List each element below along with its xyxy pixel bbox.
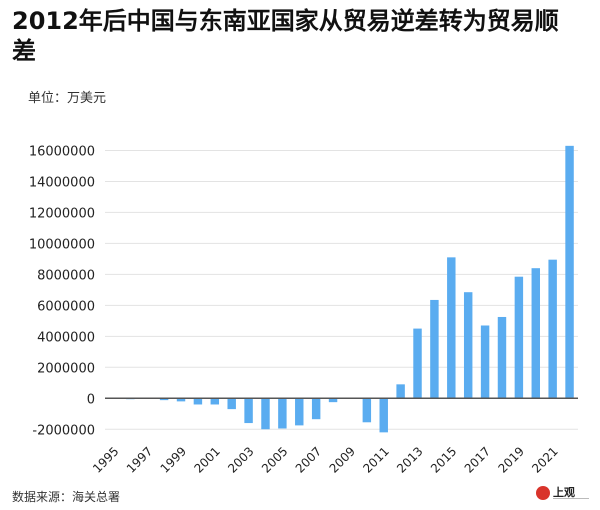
y-tick-label: 10000000 [29,237,95,252]
bar-2001 [210,398,220,405]
bar-1998 [159,398,169,401]
bar-2005 [278,398,287,429]
bar-2008 [328,398,338,403]
y-axis-labels: -2000000 0 2000000 4000000 6000000 8000000 100… [29,144,95,438]
bar-2015 [447,257,456,399]
x-tick-label: 2013 [394,444,425,475]
x-tick-label: 2005 [259,444,290,475]
y-tick-label: 2000000 [37,361,95,376]
bar-2016 [463,292,473,399]
x-tick-label: 1995 [90,444,121,475]
bar-2010 [362,398,372,423]
data-source: 数据来源：海关总署 [12,490,121,504]
y-tick-label: 14000000 [29,175,95,190]
bars-layer [109,145,574,433]
bar-2004 [261,398,270,430]
bar-1999 [176,398,186,402]
bar-2019 [514,276,524,399]
logo-icon [536,486,550,500]
bar-2002 [227,398,236,410]
bar-2017 [480,325,490,399]
x-tick-label: 2009 [327,444,358,475]
x-tick-label: 2007 [293,444,324,475]
bar-2006 [295,398,304,426]
x-tick-label: 2019 [495,444,526,475]
x-tick-label: 2003 [225,444,256,475]
bar-2013 [413,328,422,399]
x-tick-label: 2011 [360,444,391,475]
x-tick-label: 1999 [158,444,189,475]
x-tick-label: 2001 [191,444,222,475]
y-tick-label: 4000000 [37,330,95,345]
bar-2012 [396,384,405,399]
bar-2014 [430,299,439,399]
y-tick-label: 12000000 [29,206,95,221]
y-tick-label: -2000000 [32,423,95,438]
chart-title: 2012年后中国与东南亚国家从贸易逆差转为贸易顺差 [12,7,559,65]
bar-2007 [311,398,321,420]
y-tick-label: 0 [87,392,95,407]
x-tick-label: 2017 [462,444,493,475]
logo-text: 上观 [553,486,575,499]
y-tick-label: 16000000 [29,144,95,159]
x-tick-label: 2015 [428,444,459,475]
bar-2011 [379,398,388,433]
x-tick-label: 2021 [529,444,560,475]
x-axis-labels: 1995 1997 1999 2001 2003 2005 2007 2009 2011 2013… [90,444,561,475]
unit-label: 单位：万美元 [28,91,107,106]
grid-layer [105,149,578,430]
y-tick-label: 6000000 [37,299,95,314]
bar-2020 [531,268,540,399]
y-tick-label: 8000000 [37,268,95,283]
bar-2003 [244,398,253,424]
bar-chart: -2000000 0 2000000 4000000 6000000 8000000 100… [29,144,578,476]
bar-2022 [565,145,574,399]
bar-2000 [193,398,203,405]
logo-underline [553,498,589,502]
x-tick-label: 1997 [124,444,155,475]
bar-2021 [548,259,557,399]
bar-2018 [497,316,507,399]
brand-logo: 上观 [536,484,592,506]
